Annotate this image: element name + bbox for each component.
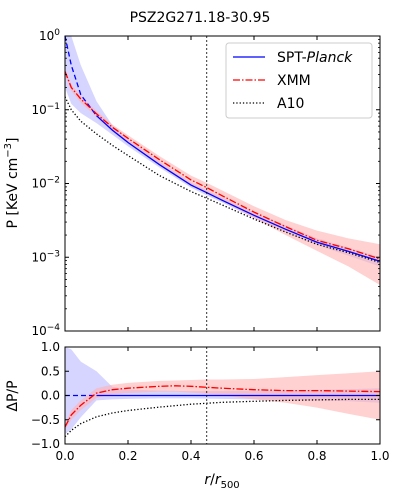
xlabel-r: r: [204, 472, 211, 488]
y-tick-label: −0.5: [31, 413, 60, 427]
legend-label-spt-prefix: SPT-: [277, 50, 307, 66]
x-tick-label: 0.0: [55, 449, 74, 463]
legend-label-a10: A10: [277, 96, 304, 112]
y-tick-base: 10: [31, 324, 46, 338]
y-tick-exponent: −1: [47, 102, 60, 112]
y-tick-label: 1.0: [41, 340, 60, 354]
spt-profile-line: [96, 115, 381, 262]
y-tick-label: 10−2: [31, 176, 60, 191]
y-tick-label: 0.5: [41, 364, 60, 378]
residual-panel: 0.0 0.2 0.4 0.6 0.8 1.0 −1.0 −0.5 0.0 0.5 1.0 ΔP/P…: [5, 340, 390, 491]
y-tick-exponent: −2: [47, 176, 60, 186]
xlabel-slash: /: [210, 472, 215, 488]
xlabel-subscript: 500: [221, 480, 240, 491]
legend-label-xmm: XMM: [277, 73, 311, 89]
legend: SPT-Planck XMM A10: [225, 42, 373, 119]
ylabel-close: ]: [5, 137, 21, 142]
y-tick-base: 10: [31, 177, 46, 191]
xlabel-r2: r: [215, 472, 222, 488]
y-tick-exponent: −4: [47, 323, 61, 333]
y-tick-base: 10: [31, 250, 46, 264]
legend-label-spt: SPT-Planck: [277, 50, 353, 66]
xmm-confidence-band: [65, 68, 380, 285]
y-tick-exponent: 0: [54, 28, 60, 38]
y-tick-label: 0.0: [41, 389, 60, 403]
y-tick-label: −1.0: [31, 437, 60, 451]
legend-box: [225, 42, 373, 119]
x-tick-label: 1.0: [370, 449, 389, 463]
xmm-profile-line: [64, 385, 381, 428]
xmm-profile-line: [64, 71, 381, 260]
top-y-axis-label: P [KeV cm−3]: [3, 137, 21, 228]
x-tick-label: 0.4: [181, 449, 200, 463]
y-tick-label: 10−3: [31, 249, 60, 264]
x-tick-label: 0.8: [307, 449, 326, 463]
legend-label-spt-emph: Planck: [307, 50, 353, 66]
ylabel-exponent: −3: [3, 143, 14, 158]
xmm-confidence-band: [65, 371, 380, 430]
y-tick-label: 10−1: [31, 102, 60, 117]
bottom-y-axis-label: ΔP/P: [5, 380, 21, 411]
y-tick-base: 10: [31, 103, 46, 117]
x-axis-label: r/r500: [204, 472, 239, 491]
spt-profile-line-inner: [64, 35, 98, 117]
a10-profile-line: [64, 398, 380, 438]
y-tick-base: 10: [39, 29, 54, 43]
figure-title: PSZ2G271.18-30.95: [130, 10, 271, 26]
y-tick-exponent: −3: [47, 249, 60, 259]
x-tick-label: 0.6: [244, 449, 263, 463]
y-tick-label: 100: [39, 28, 60, 43]
x-tick-label: 0.2: [118, 449, 137, 463]
y-tick-label: 10−4: [31, 323, 60, 338]
